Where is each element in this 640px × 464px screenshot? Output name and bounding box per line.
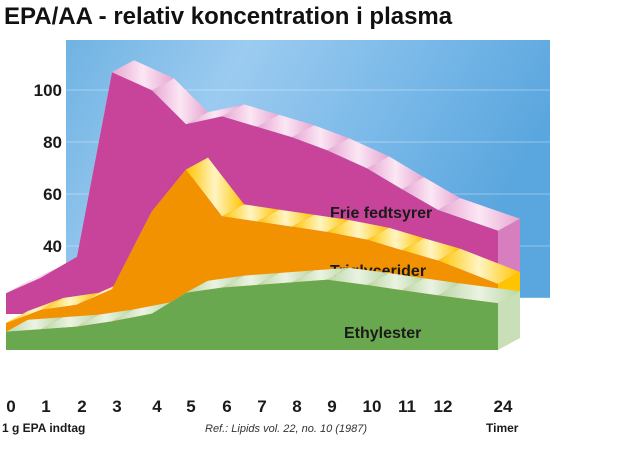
series-top-facet bbox=[222, 273, 279, 288]
series-front-face bbox=[6, 279, 498, 350]
series-top-facet bbox=[222, 204, 279, 222]
x-tick-label: 24 bbox=[494, 397, 513, 416]
reference-note: Ref.: Lipids vol. 22, no. 10 (1987) bbox=[205, 423, 367, 435]
series-top-facet bbox=[112, 60, 174, 91]
chart-title: EPA/AA - relativ koncentration i plasma bbox=[4, 3, 453, 30]
series-top-facet bbox=[257, 209, 314, 227]
y-tick-label: 60 bbox=[43, 185, 62, 204]
series-top-facet bbox=[222, 104, 279, 127]
series-top-facet bbox=[438, 248, 520, 284]
series-top-facet bbox=[6, 265, 63, 294]
series-top-facet bbox=[41, 314, 99, 330]
series-top-facet bbox=[186, 275, 244, 293]
series-top-facet bbox=[6, 317, 63, 332]
x-tick-label: 9 bbox=[327, 397, 336, 416]
y-axis: 20406080100 bbox=[34, 81, 62, 308]
x-tick-label: 1 bbox=[41, 397, 50, 416]
series-top-facet bbox=[402, 177, 460, 210]
series-side-face bbox=[498, 291, 520, 350]
x-axis-left-label: 1 g EPA indtag bbox=[2, 421, 85, 435]
series-top-facet bbox=[186, 157, 244, 217]
series-top-facet bbox=[367, 273, 424, 291]
x-tick-label: 11 bbox=[398, 397, 416, 416]
x-tick-label: 0 bbox=[6, 397, 15, 416]
series-top-facet bbox=[6, 298, 63, 323]
x-tick-label: 12 bbox=[434, 397, 453, 416]
series-top-facet bbox=[367, 227, 424, 251]
series-top-facet bbox=[292, 125, 349, 151]
x-axis: 0 1 2 3 4 5 6 7 8 9 10 11 12 24 bbox=[6, 397, 513, 416]
x-axis-unit-label: Timer bbox=[486, 421, 519, 435]
series-top-facet bbox=[186, 104, 244, 125]
series-top-facet bbox=[438, 198, 520, 231]
series-label: Frie fedtsyrer bbox=[330, 205, 432, 222]
series-label: Ethylester bbox=[344, 325, 421, 342]
x-tick-label: 7 bbox=[257, 397, 266, 416]
y-tick-label: 80 bbox=[43, 133, 62, 152]
series-top-facet bbox=[77, 309, 134, 327]
series-top-facet bbox=[41, 292, 99, 310]
series-top-facet bbox=[367, 156, 424, 190]
series-top-facet bbox=[327, 267, 389, 285]
series-top-facet bbox=[257, 270, 314, 285]
y-tick-label: 100 bbox=[34, 81, 62, 100]
series-top-facet bbox=[402, 238, 460, 261]
series-top-facet bbox=[292, 214, 349, 232]
series-top-facet bbox=[152, 78, 208, 125]
series-top-facet bbox=[112, 301, 174, 322]
series-ethylester: Ethylester bbox=[6, 267, 520, 350]
x-tick-label: 10 bbox=[363, 397, 382, 416]
series-top-facet bbox=[327, 220, 389, 240]
series-top-facet bbox=[257, 114, 314, 138]
x-tick-label: 6 bbox=[222, 397, 231, 416]
series-top-facet bbox=[292, 267, 349, 283]
x-tick-label: 3 bbox=[112, 397, 121, 416]
series-top-facet bbox=[402, 278, 460, 296]
x-tick-label: 5 bbox=[186, 397, 195, 416]
x-tick-label: 4 bbox=[152, 397, 162, 416]
x-tick-label: 8 bbox=[292, 397, 301, 416]
y-tick-label: 40 bbox=[43, 237, 62, 256]
series-top-facet bbox=[327, 138, 389, 169]
x-tick-label: 2 bbox=[77, 397, 86, 416]
series-top-facet bbox=[438, 283, 520, 304]
